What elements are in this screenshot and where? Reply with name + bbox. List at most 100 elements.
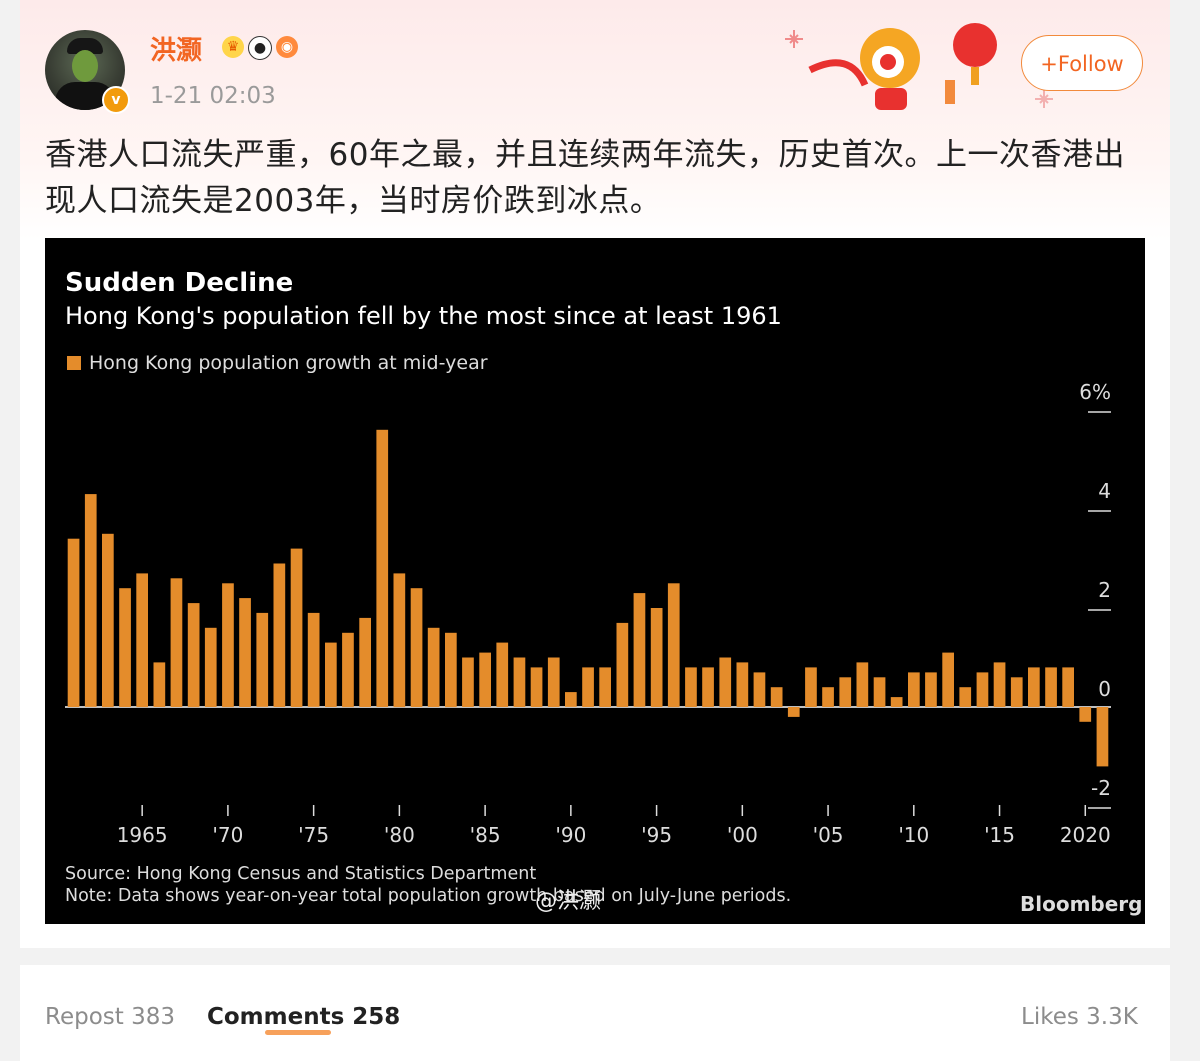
x-tick-label: '70 — [212, 823, 243, 847]
bar-1976 — [325, 642, 337, 707]
bar-1975 — [307, 612, 320, 707]
post-text: 香港人口流失严重，60年之最，并且连续两年流失，历史首次。上一次香港出现人口流失… — [45, 137, 1125, 219]
follow-button[interactable]: +Follow — [1021, 35, 1143, 91]
bar-2008 — [873, 677, 886, 707]
bar-1990 — [565, 692, 577, 707]
chart-image[interactable]: Sudden Decline Hong Kong's population fe… — [45, 238, 1145, 924]
bloomberg-logo: Bloomberg — [1020, 892, 1143, 916]
bar-1985 — [479, 652, 491, 708]
chart-legend: Hong Kong population growth at mid-year — [67, 352, 488, 374]
chart-subtitle: Hong Kong's population fell by the most … — [65, 302, 782, 330]
bar-1961 — [67, 538, 80, 707]
bar-1988 — [530, 667, 543, 707]
y-tick-label: 4 — [1098, 479, 1111, 503]
bar-1987 — [513, 657, 526, 707]
bar-1966 — [153, 662, 166, 707]
x-tick-label: '00 — [727, 823, 758, 847]
chart-source: Source: Hong Kong Census and Statistics … — [65, 863, 791, 907]
y-tick-label: 2 — [1098, 578, 1111, 602]
x-tick-label: '10 — [898, 823, 929, 847]
bar-1986 — [496, 642, 509, 707]
x-tick-label: '75 — [298, 823, 329, 847]
bar-1972 — [256, 612, 269, 707]
x-tick-label: '85 — [470, 823, 501, 847]
bar-1982 — [427, 627, 440, 707]
bar-1968 — [187, 603, 200, 708]
verified-badge-icon: v — [102, 86, 130, 114]
eye-badge-icon[interactable]: ◉ — [276, 36, 298, 58]
x-tick-label: 2020 — [1060, 823, 1111, 847]
bar-2002 — [770, 687, 783, 707]
bar-1979 — [376, 429, 389, 707]
bar-2001 — [753, 672, 766, 707]
bar-2015 — [993, 662, 1006, 707]
bar-1984 — [462, 657, 474, 707]
bar-2003 — [787, 707, 800, 717]
bar-2013 — [959, 687, 972, 707]
bar-2018 — [1045, 667, 1057, 707]
y-tick-label: 6% — [1079, 380, 1111, 404]
bar-1965 — [136, 573, 148, 708]
x-tick-label: '80 — [384, 823, 415, 847]
x-tick-label: 1965 — [117, 823, 168, 847]
crown-icon[interactable]: ♛ — [222, 36, 244, 58]
legend-swatch — [67, 356, 81, 370]
x-tick-label: '90 — [555, 823, 586, 847]
bar-1983 — [445, 632, 457, 708]
post-timestamp[interactable]: 1-21 02:03 — [150, 83, 276, 109]
bar-1989 — [547, 657, 560, 707]
y-tick-label: -2 — [1091, 776, 1111, 800]
bar-2012 — [942, 652, 954, 708]
panda-icon[interactable]: ● — [248, 36, 272, 60]
bar-1997 — [685, 667, 697, 707]
y-tick-label: 0 — [1098, 677, 1111, 701]
active-tab-indicator — [265, 1030, 331, 1035]
bar-1993 — [616, 622, 629, 707]
bar-1962 — [84, 494, 97, 707]
bar-2020 — [1079, 707, 1092, 722]
bar-1995 — [650, 608, 663, 707]
source-line: Source: Hong Kong Census and Statistics … — [65, 864, 537, 884]
bar-1978 — [359, 617, 371, 707]
note-line: Note: Data shows year-on-year total popu… — [65, 886, 792, 906]
x-tick-label: '05 — [813, 823, 844, 847]
x-tick-label: '95 — [641, 823, 672, 847]
bar-2017 — [1028, 667, 1040, 707]
bar-1963 — [102, 533, 114, 708]
tab-repost[interactable]: Repost 383 — [45, 1004, 175, 1030]
bar-2010 — [908, 672, 920, 707]
bar-1994 — [633, 593, 646, 707]
bar-1991 — [582, 667, 594, 707]
bar-1977 — [342, 632, 354, 708]
bar-1996 — [667, 583, 680, 708]
bar-2009 — [890, 697, 903, 707]
bar-1999 — [719, 657, 732, 707]
bar-2005 — [822, 687, 834, 707]
bar-1973 — [273, 563, 286, 707]
bar-1992 — [599, 667, 611, 707]
bar-2007 — [856, 662, 869, 707]
bar-1998 — [702, 667, 714, 707]
tab-comments[interactable]: Comments 258 — [207, 1004, 401, 1030]
tiger-festival-icon — [785, 23, 1053, 110]
bar-2019 — [1062, 667, 1074, 707]
action-bar — [20, 965, 1170, 1061]
username[interactable]: 洪灏 — [150, 36, 203, 66]
x-tick-label: '15 — [984, 823, 1015, 847]
bar-2014 — [976, 672, 989, 707]
chart-title: Sudden Decline — [65, 268, 294, 298]
legend-label: Hong Kong population growth at mid-year — [89, 352, 488, 374]
bar-2016 — [1010, 677, 1023, 707]
bar-1980 — [393, 573, 406, 708]
bar-2006 — [839, 677, 852, 707]
bar-1971 — [239, 598, 251, 707]
bar-1964 — [119, 588, 131, 707]
tab-likes[interactable]: Likes 3.3K — [1021, 1004, 1138, 1030]
bar-2011 — [925, 672, 937, 707]
bar-1967 — [170, 578, 183, 707]
bar-1970 — [222, 583, 234, 708]
bar-2000 — [736, 662, 749, 707]
watermark: @洪灏 — [535, 889, 602, 914]
bar-1969 — [204, 627, 217, 707]
bar-2021 — [1096, 707, 1109, 767]
